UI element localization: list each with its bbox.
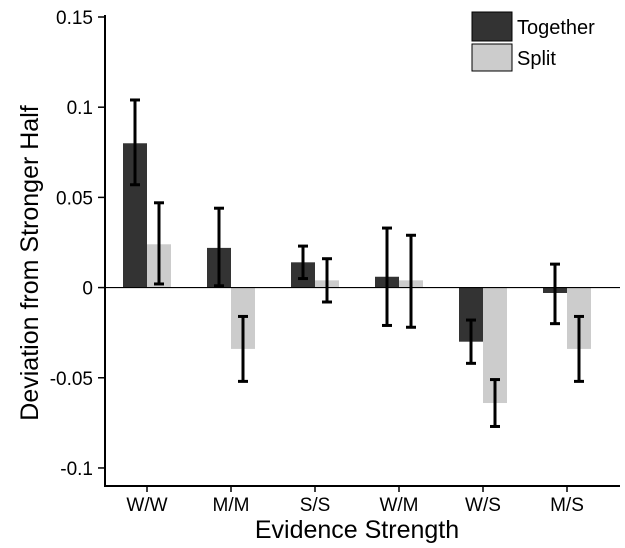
y-tick-label: 0.1 bbox=[67, 98, 93, 119]
x-tick-label: S/S bbox=[300, 495, 331, 516]
x-ticks: W/W M/M S/S W/M W/S M/S bbox=[126, 486, 584, 516]
bars-layer bbox=[123, 143, 591, 404]
y-tick-label: 0.15 bbox=[56, 8, 93, 29]
y-tick-label: -0.05 bbox=[50, 369, 93, 390]
x-tick-label: W/S bbox=[465, 495, 501, 516]
legend: Together Split bbox=[471, 11, 595, 72]
legend-label-split: Split bbox=[517, 48, 556, 70]
x-tick-label: W/M bbox=[379, 495, 418, 516]
x-tick-label: W/W bbox=[126, 495, 167, 516]
x-axis-title: Evidence Strength bbox=[255, 516, 459, 544]
legend-swatch-split bbox=[471, 43, 513, 72]
legend-label-together: Together bbox=[517, 17, 595, 39]
error-bars-layer bbox=[130, 98, 584, 428]
y-tick-label: 0 bbox=[82, 279, 93, 300]
y-tick-label: 0.05 bbox=[56, 188, 93, 209]
x-tick-label: M/M bbox=[213, 495, 250, 516]
legend-swatch-together bbox=[471, 11, 513, 42]
y-tick-label: -0.1 bbox=[60, 459, 93, 480]
x-tick-label: M/S bbox=[550, 495, 584, 516]
y-axis-title: Deviation from Stronger Half bbox=[16, 105, 44, 420]
y-ticks: 0.15 0.1 0.05 0 -0.05 -0.1 bbox=[50, 8, 105, 480]
